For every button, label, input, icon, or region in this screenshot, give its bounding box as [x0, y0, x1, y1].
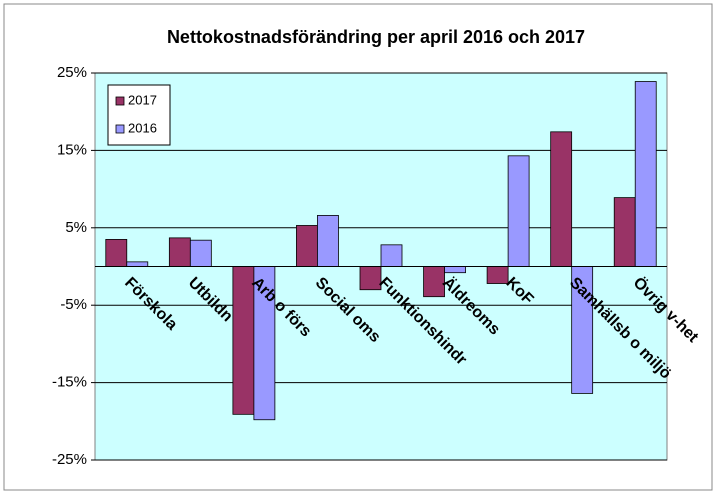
bar — [380, 244, 403, 267]
bar — [105, 239, 128, 267]
legend-swatch — [115, 124, 125, 134]
bar — [486, 266, 509, 284]
y-tick-label: -5% — [60, 296, 87, 313]
bar — [189, 239, 212, 267]
y-tick-label: 25% — [57, 64, 87, 81]
bar — [444, 266, 466, 274]
bar — [317, 215, 339, 267]
y-tick-label: -15% — [52, 374, 87, 391]
y-tick-label: -25% — [52, 451, 87, 468]
bar — [634, 81, 657, 267]
legend-label: 2016 — [128, 120, 157, 135]
bar — [613, 197, 636, 267]
bar — [168, 237, 191, 267]
y-tick-label: 5% — [65, 219, 87, 236]
y-tick-label: 15% — [57, 141, 87, 158]
bar — [126, 261, 149, 267]
bar — [296, 225, 318, 267]
legend-label: 2017 — [128, 92, 157, 107]
legend-swatch — [115, 96, 125, 106]
chart-title: Nettokostnadsförändring per april 2016 o… — [167, 27, 585, 47]
bar — [550, 131, 573, 267]
bar — [507, 155, 530, 267]
legend-box — [107, 84, 171, 146]
bar — [423, 266, 445, 298]
